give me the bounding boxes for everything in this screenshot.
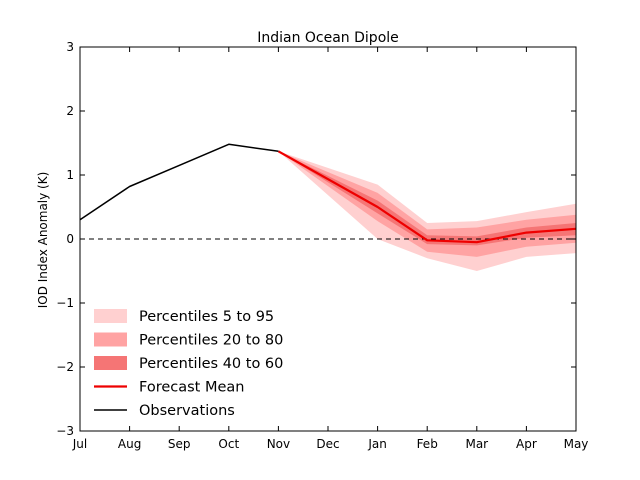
- x-tick-label-jan: Jan: [367, 437, 387, 451]
- x-axis-ticks: Jul Aug Sep Oct Nov Dec Jan Feb Mar Apr May: [72, 47, 589, 451]
- chart-title: Indian Ocean Dipole: [257, 30, 399, 46]
- legend: Percentiles 5 to 95 Percentiles 20 to 80 P…: [94, 309, 283, 419]
- legend-label: Forecast Mean: [139, 380, 244, 396]
- x-tick-label-nov: Nov: [267, 437, 290, 451]
- x-tick-label-feb: Feb: [417, 437, 438, 451]
- y-tick-label: 3: [66, 40, 74, 54]
- legend-label: Percentiles 20 to 80: [139, 333, 283, 349]
- y-tick-label: 1: [66, 168, 74, 182]
- x-tick-label-aug: Aug: [118, 437, 141, 451]
- y-tick-label: −3: [56, 424, 74, 438]
- legend-swatch: [94, 309, 127, 323]
- x-tick-label-sep: Sep: [168, 437, 191, 451]
- y-tick-label: −1: [56, 296, 74, 310]
- legend-swatch: [94, 332, 127, 347]
- legend-swatch: [94, 356, 127, 370]
- legend-item-percentiles-40-to-60: Percentiles 40 to 60: [94, 356, 283, 372]
- legend-item-percentiles-5-to-95: Percentiles 5 to 95: [94, 309, 274, 325]
- y-axis-label: IOD Index Anomaly (K): [36, 172, 50, 309]
- band-percentiles-40-to-60: [278, 151, 576, 246]
- series-lines: [79, 143, 577, 244]
- band-percentiles-20-to-80: [278, 151, 576, 257]
- percentile-bands: [278, 151, 576, 271]
- y-tick-label: 2: [66, 104, 74, 118]
- x-tick-label-jul: Jul: [72, 437, 87, 451]
- legend-label: Observations: [139, 403, 235, 419]
- forecast-mean-line: [277, 150, 577, 244]
- x-tick-label-may: May: [564, 437, 589, 451]
- y-tick-label: −2: [56, 360, 74, 374]
- legend-item-observations: Observations: [94, 403, 235, 419]
- x-tick-label-dec: Dec: [316, 437, 339, 451]
- legend-label: Percentiles 40 to 60: [139, 356, 283, 372]
- legend-item-forecast-mean: Forecast Mean: [94, 380, 244, 396]
- x-tick-label-apr: Apr: [516, 437, 537, 451]
- legend-item-percentiles-20-to-80: Percentiles 20 to 80: [94, 332, 283, 349]
- x-tick-label-mar: Mar: [465, 437, 488, 451]
- observations-line: [79, 143, 279, 221]
- y-axis-ticks: −3 −2 −1 0 1 2 3: [56, 40, 576, 438]
- x-tick-label-oct: Oct: [218, 437, 239, 451]
- legend-label: Percentiles 5 to 95: [139, 309, 274, 325]
- y-tick-label: 0: [66, 232, 74, 246]
